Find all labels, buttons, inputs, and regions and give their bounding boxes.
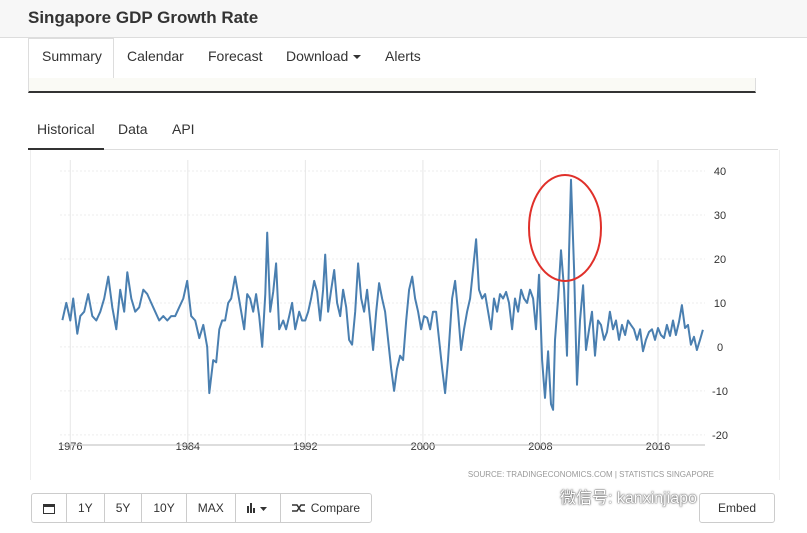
x-tick-label: 2000	[411, 441, 435, 453]
x-tick-label: 2016	[646, 441, 670, 453]
sub-tab[interactable]: Historical	[37, 121, 95, 137]
tab-divider	[28, 149, 778, 150]
calendar-button[interactable]	[32, 494, 67, 522]
range-button[interactable]: MAX	[187, 494, 236, 522]
x-tick-label: 1984	[176, 441, 200, 453]
nav-tab[interactable]: Calendar	[127, 48, 184, 64]
chart-type-button[interactable]	[236, 494, 281, 522]
embed-button[interactable]: Embed	[699, 493, 775, 523]
page-title: Singapore GDP Growth Rate	[28, 8, 259, 27]
compare-label: Compare	[310, 501, 361, 515]
range-button[interactable]: 5Y	[105, 494, 143, 522]
panel	[28, 78, 756, 93]
highlight-circle	[528, 174, 602, 282]
nav-tab[interactable]: Forecast	[208, 48, 263, 64]
watermark: 微信号: kanxinjiapo	[560, 490, 697, 507]
y-tick-label: 10	[714, 298, 726, 310]
chart-frame	[30, 150, 780, 480]
y-tick-label: 0	[717, 342, 723, 354]
sub-tab[interactable]: Data	[118, 121, 148, 137]
compare-button[interactable]: Compare	[281, 494, 371, 522]
tab-underline	[28, 148, 104, 150]
data-line	[61, 178, 704, 411]
range-button[interactable]: 1Y	[67, 494, 105, 522]
nav-tab[interactable]: Summary	[42, 48, 102, 64]
nav-tab[interactable]: Alerts	[385, 48, 421, 64]
x-tick-label: 1976	[58, 441, 82, 453]
nav-tab[interactable]: Download	[286, 48, 349, 64]
y-tick-label: 20	[714, 254, 726, 266]
range-buttons: 1Y 5Y 10Y MAX Compare	[31, 493, 373, 523]
sub-tab[interactable]: API	[172, 121, 195, 137]
y-tick-label: 30	[714, 210, 726, 222]
dropdown-caret	[353, 55, 361, 59]
source-note: SOURCE: TRADINGECONOMICS.COM | STATISTIC…	[468, 470, 714, 479]
y-tick-label: -10	[712, 386, 728, 398]
chart: SOURCE: TRADINGECONOMICS.COM | STATISTIC…	[58, 160, 728, 479]
y-tick-label: 40	[714, 166, 726, 178]
x-tick-label: 1992	[293, 441, 317, 453]
range-button[interactable]: 10Y	[142, 494, 187, 522]
y-tick-label: -20	[712, 430, 728, 442]
header: Singapore GDP Growth Rate	[0, 0, 807, 38]
active-nav-box	[28, 38, 114, 79]
x-tick-label: 2008	[528, 441, 552, 453]
annotation-layer	[528, 174, 602, 282]
